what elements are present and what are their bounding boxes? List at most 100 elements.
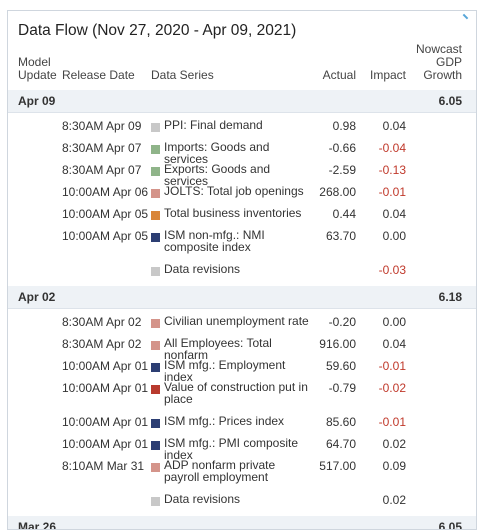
- series-color-swatch: [151, 497, 160, 506]
- data-series: PPI: Final demand: [151, 119, 311, 132]
- header-impact: Impact: [369, 68, 406, 82]
- impact-value: 0.04: [382, 337, 406, 351]
- release-date: 10:00AM Apr 05: [62, 229, 149, 243]
- header-release-date: Release Date: [62, 68, 135, 82]
- table-row[interactable]: Data revisions -0.03: [8, 263, 476, 285]
- series-color-swatch: [151, 123, 160, 132]
- table-row[interactable]: 10:00AM Apr 01 Value of construction put …: [8, 381, 476, 415]
- series-color-swatch: [151, 463, 160, 472]
- table-row[interactable]: 8:30AM Apr 02 All Employees: Total nonfar…: [8, 337, 476, 361]
- series-color-swatch: [151, 189, 160, 198]
- actual-value: 85.60: [325, 415, 356, 429]
- actual-value: 0.44: [332, 207, 356, 221]
- data-series: ISM non-mfg.: NMI composite index: [151, 229, 311, 253]
- data-series: Civilian unemployment rate: [151, 315, 311, 328]
- group-date: Apr 09: [18, 94, 56, 108]
- data-series: ISM mfg.: PMI composite index: [151, 437, 311, 461]
- data-series: JOLTS: Total job openings: [151, 185, 311, 198]
- data-series: ISM mfg.: Employment index: [151, 359, 311, 383]
- release-date: 8:30AM Apr 09: [62, 119, 142, 133]
- actual-value: 59.60: [325, 359, 356, 373]
- actual-value: 517.00: [319, 459, 356, 473]
- table-row[interactable]: 10:00AM Apr 01 ISM mfg.: Prices index 85.6…: [8, 415, 476, 437]
- release-date: 10:00AM Apr 01: [62, 437, 149, 451]
- table-row[interactable]: 10:00AM Apr 05 Total business inventories…: [8, 207, 476, 229]
- impact-value: 0.02: [382, 493, 406, 507]
- actual-value: -0.66: [328, 141, 356, 155]
- header-data-series: Data Series: [151, 68, 214, 82]
- release-date: 10:00AM Apr 05: [62, 207, 149, 221]
- impact-value: -0.01: [378, 359, 406, 373]
- series-color-swatch: [151, 145, 160, 154]
- impact-value: -0.03: [378, 263, 406, 277]
- table-row[interactable]: 10:00AM Apr 05 ISM non-mfg.: NMI composit…: [8, 229, 476, 263]
- data-series: Exports: Goods and services: [151, 163, 311, 187]
- header-model-update: Model Update: [18, 55, 57, 82]
- impact-value: -0.01: [378, 185, 406, 199]
- table-row[interactable]: 10:00AM Apr 01 ISM mfg.: Employment index…: [8, 359, 476, 383]
- panel-title: Data Flow (Nov 27, 2020 - Apr 09, 2021): [18, 22, 297, 39]
- table-row[interactable]: 10:00AM Apr 06 JOLTS: Total job openings 2…: [8, 185, 476, 207]
- release-date: 10:00AM Apr 01: [62, 415, 149, 429]
- release-date: 8:10AM Mar 31: [62, 459, 145, 473]
- data-series: Data revisions: [151, 493, 311, 506]
- impact-value: 0.02: [382, 437, 406, 451]
- group-row[interactable]: Mar 26 6.05: [8, 516, 476, 530]
- release-date: 8:30AM Apr 07: [62, 163, 142, 177]
- release-date: 10:00AM Apr 06: [62, 185, 149, 199]
- series-color-swatch: [151, 167, 160, 176]
- impact-value: 0.04: [382, 207, 406, 221]
- actual-value: -0.20: [328, 315, 356, 329]
- group-row[interactable]: Apr 09 6.05: [8, 90, 476, 113]
- impact-value: -0.02: [378, 381, 406, 395]
- table-row[interactable]: Data revisions 0.02: [8, 493, 476, 515]
- series-color-swatch: [151, 233, 160, 242]
- group-gdp-growth: 6.05: [438, 520, 462, 530]
- release-date: 10:00AM Apr 01: [62, 381, 149, 395]
- actual-value: -2.59: [328, 163, 356, 177]
- checkmark-icon: [462, 11, 476, 20]
- series-color-swatch: [151, 385, 160, 394]
- table-row[interactable]: 8:10AM Mar 31 ADP nonfarm private payroll…: [8, 459, 476, 493]
- series-color-swatch: [151, 267, 160, 276]
- release-date: 8:30AM Apr 02: [62, 315, 142, 329]
- series-color-swatch: [151, 441, 160, 450]
- series-color-swatch: [151, 341, 160, 350]
- impact-value: 0.04: [382, 119, 406, 133]
- series-color-swatch: [151, 319, 160, 328]
- table-row[interactable]: 8:30AM Apr 09 PPI: Final demand 0.98 0.04: [8, 119, 476, 141]
- header-nowcast-gdp-growth: Nowcast GDP Growth: [415, 42, 462, 82]
- impact-value: 0.09: [382, 459, 406, 473]
- series-color-swatch: [151, 419, 160, 428]
- table-row[interactable]: 8:30AM Apr 07 Imports: Goods and services…: [8, 141, 476, 165]
- actual-value: 64.70: [325, 437, 356, 451]
- group-gdp-growth: 6.18: [438, 290, 462, 304]
- data-series: Value of construction put in place: [151, 381, 311, 405]
- group-gdp-growth: 6.05: [438, 94, 462, 108]
- impact-value: -0.13: [378, 163, 406, 177]
- table-row[interactable]: 8:30AM Apr 07 Exports: Goods and services…: [8, 163, 476, 187]
- impact-value: -0.01: [378, 415, 406, 429]
- group-date: Mar 26: [18, 520, 57, 530]
- table-row[interactable]: 10:00AM Apr 01 ISM mfg.: PMI composite in…: [8, 437, 476, 461]
- header-actual: Actual: [322, 68, 356, 82]
- impact-value: 0.00: [382, 315, 406, 329]
- data-series: Total business inventories: [151, 207, 311, 220]
- data-series: All Employees: Total nonfarm: [151, 337, 311, 361]
- impact-value: 0.00: [382, 229, 406, 243]
- release-date: 10:00AM Apr 01: [62, 359, 149, 373]
- table-row[interactable]: 8:30AM Apr 02 Civilian unemployment rate -…: [8, 315, 476, 337]
- data-series: ISM mfg.: Prices index: [151, 415, 311, 428]
- release-date: 8:30AM Apr 07: [62, 141, 142, 155]
- data-series: Data revisions: [151, 263, 311, 276]
- actual-value: 63.70: [325, 229, 356, 243]
- data-series: ADP nonfarm private payroll employment: [151, 459, 311, 483]
- data-series: Imports: Goods and services: [151, 141, 311, 165]
- data-flow-panel: Data Flow (Nov 27, 2020 - Apr 09, 2021) …: [7, 10, 477, 530]
- group-row[interactable]: Apr 02 6.18: [8, 286, 476, 309]
- actual-value: 0.98: [332, 119, 356, 133]
- impact-value: -0.04: [378, 141, 406, 155]
- actual-value: 268.00: [319, 185, 356, 199]
- actual-value: 916.00: [319, 337, 356, 351]
- actual-value: -0.79: [328, 381, 356, 395]
